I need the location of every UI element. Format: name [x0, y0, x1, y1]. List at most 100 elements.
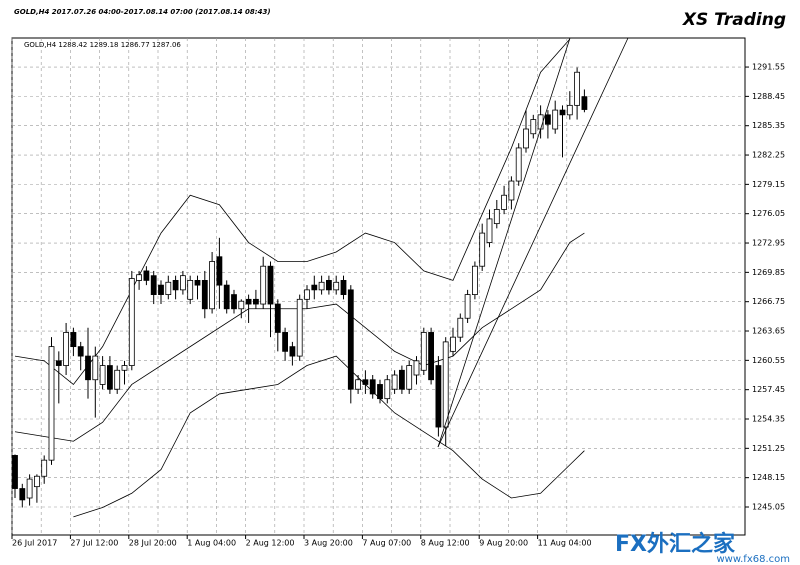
candle-body: [486, 218, 493, 243]
candle-body: [428, 332, 435, 381]
candle-body: [77, 346, 84, 357]
y-tick-label: 1260.55: [752, 356, 785, 365]
x-tick-label: 8 Aug 12:00: [421, 539, 470, 548]
candle-body: [216, 256, 223, 286]
candle-body: [311, 284, 318, 291]
candle-body: [391, 374, 398, 390]
candle-body: [340, 279, 347, 295]
candle-body: [143, 270, 150, 281]
candle-body: [55, 360, 62, 366]
plot-frame: [11, 37, 746, 536]
candle-body: [406, 365, 413, 390]
candle-body: [501, 194, 508, 210]
y-tick-label: 1257.45: [752, 385, 785, 394]
candle-body: [128, 278, 135, 366]
candle-body: [209, 261, 216, 310]
brand: XS Trading: [682, 10, 786, 30]
candle-body: [260, 265, 267, 305]
candle-body: [274, 303, 281, 333]
candle-body: [384, 379, 391, 400]
watermark: FX外汇之家: [615, 531, 736, 557]
candle-body: [41, 459, 48, 477]
candle-body: [99, 365, 106, 385]
candle-body: [420, 332, 427, 371]
y-tick-label: 1263.65: [752, 327, 785, 336]
y-tick-label: 1269.85: [752, 268, 785, 277]
candle-body: [471, 265, 478, 295]
candle-body: [267, 265, 274, 305]
chart-header: GOLD,H4 2017.07.26 04:00-2017.08.14 07:0…: [14, 8, 271, 16]
candle-body: [325, 279, 332, 291]
candle-body: [19, 488, 26, 501]
x-tick-label: 3 Aug 20:00: [304, 539, 353, 548]
y-tick-label: 1251.25: [752, 444, 785, 453]
candle-body: [442, 341, 449, 428]
trend-line: [437, 37, 571, 448]
candle-body: [508, 180, 515, 201]
candle-body: [530, 119, 537, 135]
info-line: GOLD,H4 1288.42 1289.18 1286.77 1287.06: [24, 41, 181, 49]
x-tick-label: 7 Aug 07:00: [362, 539, 411, 548]
candle-body: [362, 379, 369, 385]
candle-body: [515, 147, 522, 182]
candle-body: [574, 71, 580, 106]
y-tick-label: 1279.15: [752, 180, 785, 189]
watermark-url: www.fx68.com: [717, 554, 791, 565]
candle-body: [333, 281, 340, 291]
band-line: [14, 38, 571, 386]
candle-body: [136, 274, 143, 281]
y-tick-label: 1245.05: [752, 502, 785, 511]
candle-body: [48, 346, 55, 461]
x-tick-label: 27 Jul 12:00: [70, 539, 118, 548]
candle-body: [347, 289, 354, 390]
candle-body: [304, 289, 310, 300]
candle-body: [158, 284, 164, 295]
y-tick-label: 1282.25: [752, 151, 785, 160]
candle-body: [231, 294, 237, 310]
candle-body: [70, 332, 77, 348]
y-tick-label: 1272.95: [752, 239, 785, 248]
trend-line: [437, 37, 629, 448]
x-tick-label: 2 Aug 12:00: [246, 539, 295, 548]
candle-body: [523, 128, 529, 149]
y-tick-label: 1285.35: [752, 121, 785, 130]
candle-body: [450, 336, 456, 352]
candle-body: [238, 300, 245, 310]
candle-body: [537, 114, 544, 130]
candle-body: [34, 475, 40, 488]
candle-body: [92, 355, 99, 381]
candle-body: [398, 369, 405, 390]
band-line: [73, 355, 585, 518]
candle-body: [194, 279, 201, 286]
candle-body: [318, 281, 325, 291]
candle-body: [369, 379, 376, 395]
y-tick-label: 1248.15: [752, 473, 785, 482]
candle-body: [172, 279, 179, 291]
candle-body: [252, 298, 259, 305]
candle-body: [201, 279, 208, 310]
candle-body: [289, 346, 296, 357]
candle-body: [493, 209, 500, 225]
candle-body: [559, 109, 566, 116]
x-tick-label: 26 Jul 2017: [12, 539, 57, 548]
candle-body: [12, 455, 18, 489]
candle-body: [282, 332, 289, 352]
candle-body: [107, 365, 113, 390]
candle-body: [355, 379, 362, 390]
candle-body: [114, 369, 121, 390]
x-tick-label: 11 Aug 04:00: [538, 539, 592, 548]
candle-body: [63, 332, 69, 366]
candle-body: [165, 281, 172, 295]
x-tick-label: 28 Jul 20:00: [129, 539, 177, 548]
candle-body: [245, 298, 252, 305]
candle-body: [566, 104, 573, 116]
candle-body: [26, 478, 33, 499]
candle-body: [435, 365, 442, 428]
y-tick-label: 1288.45: [752, 92, 785, 101]
candle-body: [545, 114, 551, 125]
candle-body: [552, 109, 559, 130]
candle-body: [223, 284, 230, 310]
candle-body: [121, 365, 128, 371]
x-tick-label: 1 Aug 04:00: [187, 539, 236, 548]
y-tick-label: 1291.55: [752, 63, 785, 72]
